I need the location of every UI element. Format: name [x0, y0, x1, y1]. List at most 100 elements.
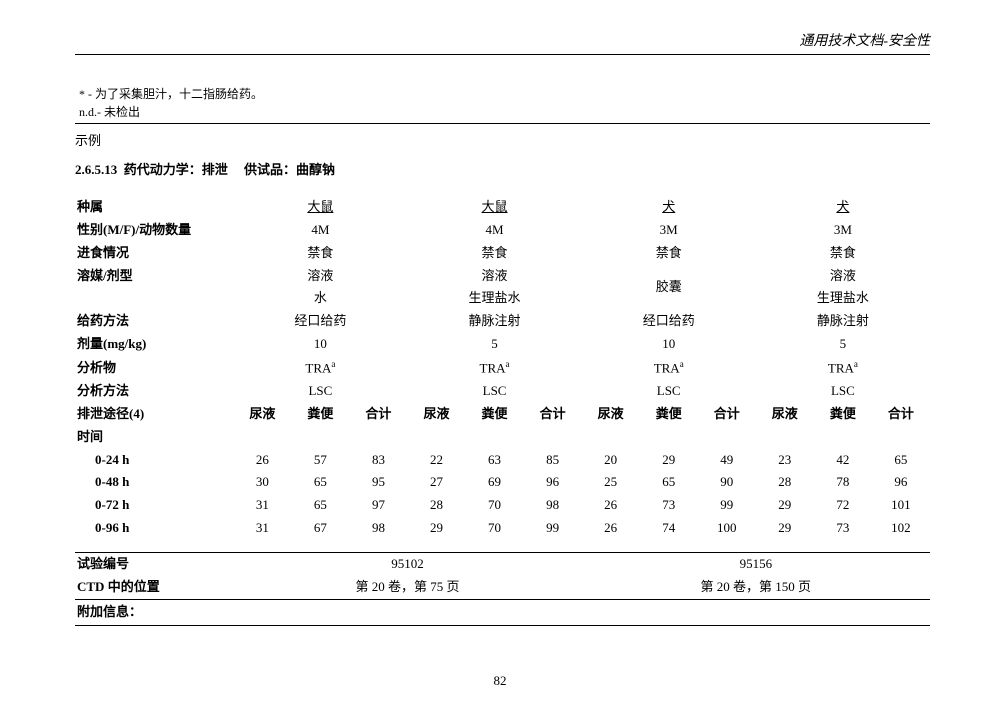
t0-v7: 29 — [640, 449, 698, 472]
col1-route: 静脉注射 — [407, 310, 581, 333]
page-container: 通用技术文档-安全性 * - 为了采集胆汁，十二指肠给药。 n.d.- 未检出 … — [0, 0, 1000, 626]
t0-v5: 85 — [524, 449, 582, 472]
t0-v9: 23 — [756, 449, 814, 472]
t2-v7: 73 — [640, 494, 698, 517]
col1-species: 大鼠 — [482, 199, 508, 214]
t2-v9: 29 — [756, 494, 814, 517]
h-total-1: 合计 — [524, 403, 582, 426]
t0-label: 0-24 h — [75, 449, 233, 472]
t0-v4: 63 — [466, 449, 524, 472]
col3-sex: 3M — [756, 219, 930, 242]
col0-sex: 4M — [233, 219, 407, 242]
row-spacer — [75, 540, 930, 553]
label-time: 时间 — [75, 426, 233, 449]
sample-label: 供试品： — [244, 162, 296, 177]
t2-v8: 99 — [698, 494, 756, 517]
label-ctd-loc: CTD 中的位置 — [75, 576, 233, 599]
t1-v0: 30 — [233, 471, 291, 494]
header-rule — [75, 54, 930, 55]
row-method: 分析方法 LSC LSC LSC LSC — [75, 380, 930, 403]
t3-v2: 98 — [349, 517, 407, 540]
col2-analyte: TRA — [654, 360, 680, 375]
t3-v4: 70 — [466, 517, 524, 540]
t1-v6: 25 — [582, 471, 640, 494]
t3-v9: 29 — [756, 517, 814, 540]
row-species: 种属 大鼠 大鼠 犬 犬 — [75, 196, 930, 219]
t1-v5: 96 — [524, 471, 582, 494]
ctd-loc-2: 第 20 卷，第 150 页 — [582, 576, 930, 599]
t2-v0: 31 — [233, 494, 291, 517]
row-sex: 性别(M/F)/动物数量 4M 4M 3M 3M — [75, 219, 930, 242]
h-urine-0: 尿液 — [233, 403, 291, 426]
h-feces-0: 粪便 — [291, 403, 349, 426]
t0-v11: 65 — [872, 449, 930, 472]
col3-vehicle1: 溶液 — [756, 265, 930, 288]
t1-v2: 95 — [349, 471, 407, 494]
label-species: 种属 — [75, 196, 233, 219]
col0-feeding: 禁食 — [233, 242, 407, 265]
t2-v4: 70 — [466, 494, 524, 517]
t0-v0: 26 — [233, 449, 291, 472]
col0-method: LSC — [233, 380, 407, 403]
row-feeding: 进食情况 禁食 禁食 禁食 禁食 — [75, 242, 930, 265]
excretion-table: 种属 大鼠 大鼠 犬 犬 性别(M/F)/动物数量 4M 4M 3M 3M 进食… — [75, 196, 930, 626]
sample-name: 曲醇钠 — [296, 162, 335, 177]
label-route: 给药方法 — [75, 310, 233, 333]
t3-v11: 102 — [872, 517, 930, 540]
col0-route: 经口给药 — [233, 310, 407, 333]
t0-v2: 83 — [349, 449, 407, 472]
col1-method: LSC — [407, 380, 581, 403]
example-label: 示例 — [75, 130, 930, 149]
t2-label: 0-72 h — [75, 494, 233, 517]
row-dose: 剂量(mg/kg) 10 5 10 5 — [75, 333, 930, 356]
t0-v6: 20 — [582, 449, 640, 472]
col3-dose: 5 — [756, 333, 930, 356]
row-vehicle1: 溶媒/剂型 溶液 溶液 胶囊 溶液 — [75, 265, 930, 288]
ctd-loc-1: 第 20 卷，第 75 页 — [233, 576, 581, 599]
t2-v6: 26 — [582, 494, 640, 517]
col2-dose: 10 — [582, 333, 756, 356]
row-time-label: 时间 — [75, 426, 930, 449]
row-t2: 0-72 h 31 65 97 28 70 98 26 73 99 29 72 … — [75, 494, 930, 517]
col0-vehicle2: 水 — [233, 287, 407, 310]
section-number: 2.6.5.13 — [75, 162, 117, 177]
col0-vehicle1: 溶液 — [233, 265, 407, 288]
t1-v11: 96 — [872, 471, 930, 494]
h-total-3: 合计 — [872, 403, 930, 426]
col1-vehicle1: 溶液 — [407, 265, 581, 288]
study-no-1: 95102 — [233, 552, 581, 575]
t2-v11: 101 — [872, 494, 930, 517]
col0-analyte-sup: a — [331, 359, 335, 369]
col2-method: LSC — [582, 380, 756, 403]
label-sex: 性别(M/F)/动物数量 — [75, 219, 233, 242]
col2-feeding: 禁食 — [582, 242, 756, 265]
col0-species: 大鼠 — [307, 199, 333, 214]
col0-analyte: TRA — [305, 360, 331, 375]
t1-v8: 90 — [698, 471, 756, 494]
col0-dose: 10 — [233, 333, 407, 356]
label-vehicle: 溶媒/剂型 — [75, 265, 233, 311]
t0-v1: 57 — [291, 449, 349, 472]
col3-species: 犬 — [836, 199, 849, 214]
t2-v2: 97 — [349, 494, 407, 517]
row-additional: 附加信息： — [75, 599, 930, 625]
footnote-line-2: n.d.- 未检出 — [75, 103, 930, 121]
h-total-2: 合计 — [698, 403, 756, 426]
t0-v3: 22 — [407, 449, 465, 472]
h-feces-1: 粪便 — [466, 403, 524, 426]
col2-species: 犬 — [662, 199, 675, 214]
h-urine-2: 尿液 — [582, 403, 640, 426]
col1-dose: 5 — [407, 333, 581, 356]
col2-sex: 3M — [582, 219, 756, 242]
h-urine-1: 尿液 — [407, 403, 465, 426]
row-analyte: 分析物 TRAa TRAa TRAa TRAa — [75, 356, 930, 380]
col1-vehicle2: 生理盐水 — [407, 287, 581, 310]
h-feces-3: 粪便 — [814, 403, 872, 426]
label-additional: 附加信息： — [75, 599, 930, 625]
section-heading: 2.6.5.13 药代动力学：排泄 供试品：曲醇钠 — [75, 159, 930, 178]
col3-analyte-sup: a — [854, 359, 858, 369]
section-title-text: 药代动力学：排泄 — [124, 162, 228, 177]
t1-v7: 65 — [640, 471, 698, 494]
label-dose: 剂量(mg/kg) — [75, 333, 233, 356]
t3-v7: 74 — [640, 517, 698, 540]
